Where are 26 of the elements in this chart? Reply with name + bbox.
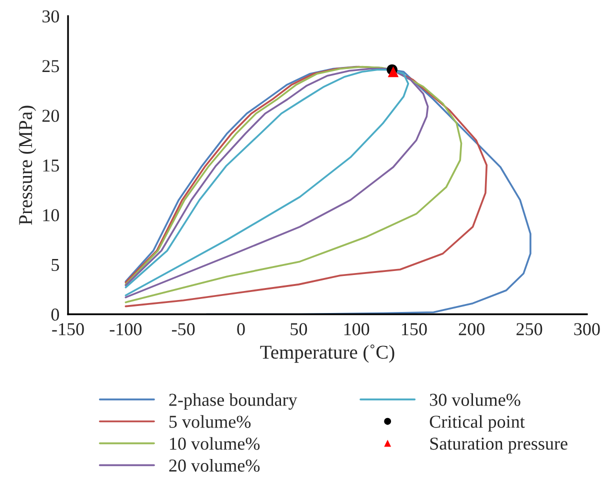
y-tick-label: 0: [51, 308, 60, 321]
x-tick-label: 100: [344, 323, 370, 336]
y-tick-label: 10: [43, 209, 60, 222]
legend-label: 10 volume%: [170, 437, 260, 450]
x-tick-label: 50: [290, 323, 307, 336]
legend-label: 30 volume%: [430, 393, 520, 406]
y-tick-label: 30: [42, 10, 60, 23]
x-tick-label: -50: [172, 323, 195, 336]
y-axis-title: Pressure (MPa): [18, 106, 36, 225]
x-tick-label: 250: [516, 323, 542, 336]
legend-label: 5 volume%: [170, 415, 251, 428]
legend-label: 2-phase boundary: [169, 393, 298, 410]
x-tick-label: 300: [574, 323, 600, 336]
x-tick-label: 0: [237, 323, 245, 336]
x-tick-label: 200: [458, 323, 484, 336]
legend-label: Saturation pressure: [430, 438, 568, 454]
x-tick-label: -100: [110, 323, 142, 336]
y-tick-label: 5: [52, 258, 59, 271]
legend-label: 20 volume%: [169, 458, 260, 472]
x-tick-label: 150: [402, 323, 427, 336]
y-tick-label: 15: [43, 160, 59, 172]
y-tick-label: 25: [42, 60, 59, 72]
legend-label: Critical point: [430, 415, 525, 432]
x-axis-title: Temperature (˚C): [260, 344, 394, 363]
y-tick-label: 20: [42, 110, 60, 122]
x-tick-label: -150: [52, 323, 84, 336]
